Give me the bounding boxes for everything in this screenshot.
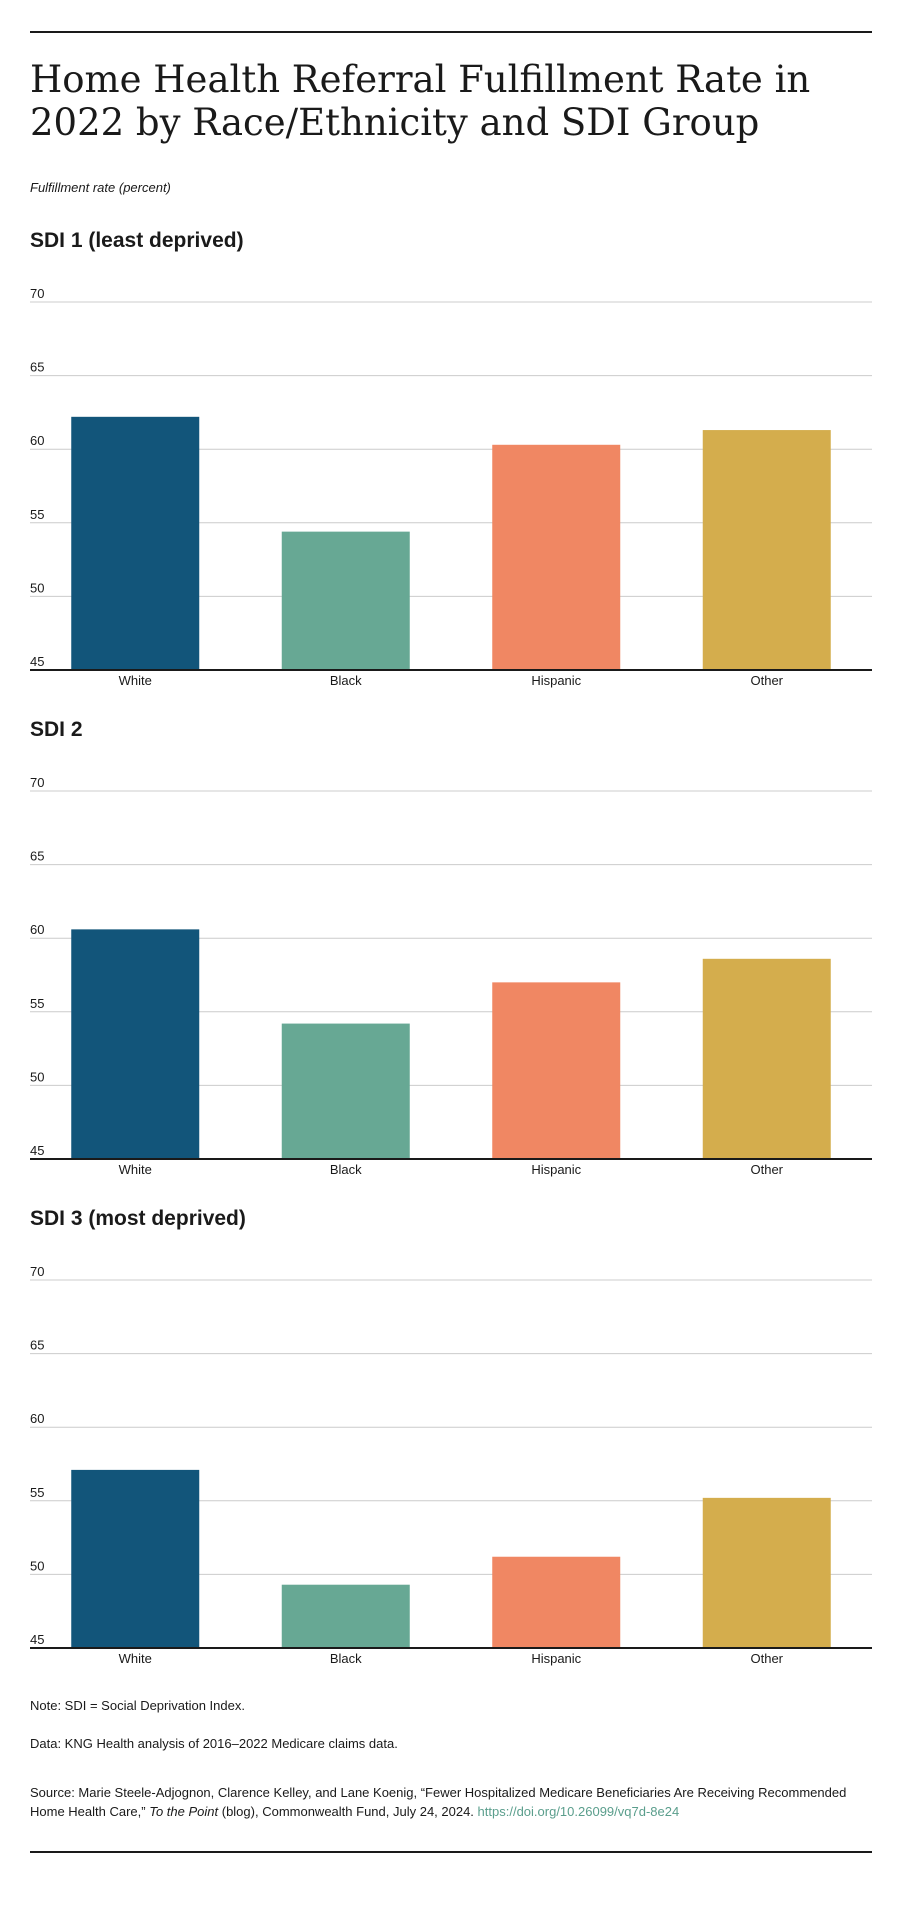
y-tick-label: 60 — [30, 433, 44, 448]
panel-title-sdi1: SDI 1 (least deprived) — [30, 229, 244, 252]
y-tick-label: 65 — [30, 1338, 44, 1353]
x-category-label: Hispanic — [531, 1162, 581, 1177]
bar-white — [71, 929, 200, 1159]
y-tick-label: 50 — [30, 1069, 44, 1084]
source-link[interactable]: https://doi.org/10.26099/vq7d-8e24 — [477, 1804, 680, 1819]
x-category-label: Other — [750, 673, 783, 688]
bar-hispanic — [492, 982, 621, 1159]
source-publication: To the Point — [149, 1804, 219, 1819]
bar-hispanic — [492, 1556, 621, 1648]
panel-title-sdi2: SDI 2 — [30, 718, 83, 741]
x-category-label: White — [119, 1162, 152, 1177]
y-tick-label: 55 — [30, 507, 44, 522]
y-tick-label: 45 — [30, 1143, 44, 1158]
bottom-rule — [30, 1851, 872, 1853]
source-suffix: (blog), Commonwealth Fund, July 24, 2024… — [218, 1804, 478, 1819]
footer-note: Note: SDI = Social Deprivation Index. — [30, 1698, 245, 1713]
y-tick-label: 45 — [30, 1632, 44, 1647]
y-tick-label: 50 — [30, 1558, 44, 1573]
y-tick-label: 65 — [30, 849, 44, 864]
x-category-label: Hispanic — [531, 1651, 581, 1666]
bar-chart-sdi1: 45 50 55 60 65 70 White Black Hispanic Other — [30, 286, 872, 688]
bar-black — [281, 1023, 410, 1159]
x-category-label: Other — [750, 1162, 783, 1177]
y-tick-label: 70 — [30, 775, 44, 790]
y-tick-label: 70 — [30, 1264, 44, 1279]
bar-black — [281, 531, 410, 670]
y-tick-label: 60 — [30, 1411, 44, 1426]
x-category-label: Black — [330, 1651, 362, 1666]
x-category-label: White — [119, 1651, 152, 1666]
bar-other — [702, 958, 831, 1159]
y-tick-label: 55 — [30, 996, 44, 1011]
y-tick-label: 50 — [30, 580, 44, 595]
page-title: Home Health Referral Fulfillment Rate in… — [30, 58, 811, 144]
x-category-label: Other — [750, 1651, 783, 1666]
footer-source: Source: Marie Steele-Adjognon, Clarence … — [30, 1783, 870, 1821]
chart-subtitle: Fulfillment rate (percent) — [30, 180, 171, 195]
y-tick-label: 55 — [30, 1485, 44, 1500]
bar-white — [71, 1469, 200, 1648]
bar-black — [281, 1584, 410, 1648]
x-category-label: Hispanic — [531, 673, 581, 688]
x-category-label: White — [119, 673, 152, 688]
panel-title-sdi3: SDI 3 (most deprived) — [30, 1207, 246, 1230]
y-tick-label: 45 — [30, 654, 44, 669]
footer-data: Data: KNG Health analysis of 2016–2022 M… — [30, 1736, 398, 1751]
y-tick-label: 70 — [30, 286, 44, 301]
x-category-label: Black — [330, 673, 362, 688]
y-tick-label: 65 — [30, 360, 44, 375]
source-text: Source: Marie Steele-Adjognon, Clarence … — [30, 1785, 847, 1819]
top-rule — [30, 31, 872, 33]
bar-chart-sdi3: 45 50 55 60 65 70 White Black Hispanic Other — [30, 1264, 872, 1666]
bar-hispanic — [492, 444, 621, 670]
bar-white — [71, 416, 200, 670]
x-category-label: Black — [330, 1162, 362, 1177]
bar-chart-sdi2: 45 50 55 60 65 70 White Black Hispanic Other — [30, 775, 872, 1177]
bar-other — [702, 1497, 831, 1648]
y-tick-label: 60 — [30, 922, 44, 937]
bar-other — [702, 430, 831, 670]
